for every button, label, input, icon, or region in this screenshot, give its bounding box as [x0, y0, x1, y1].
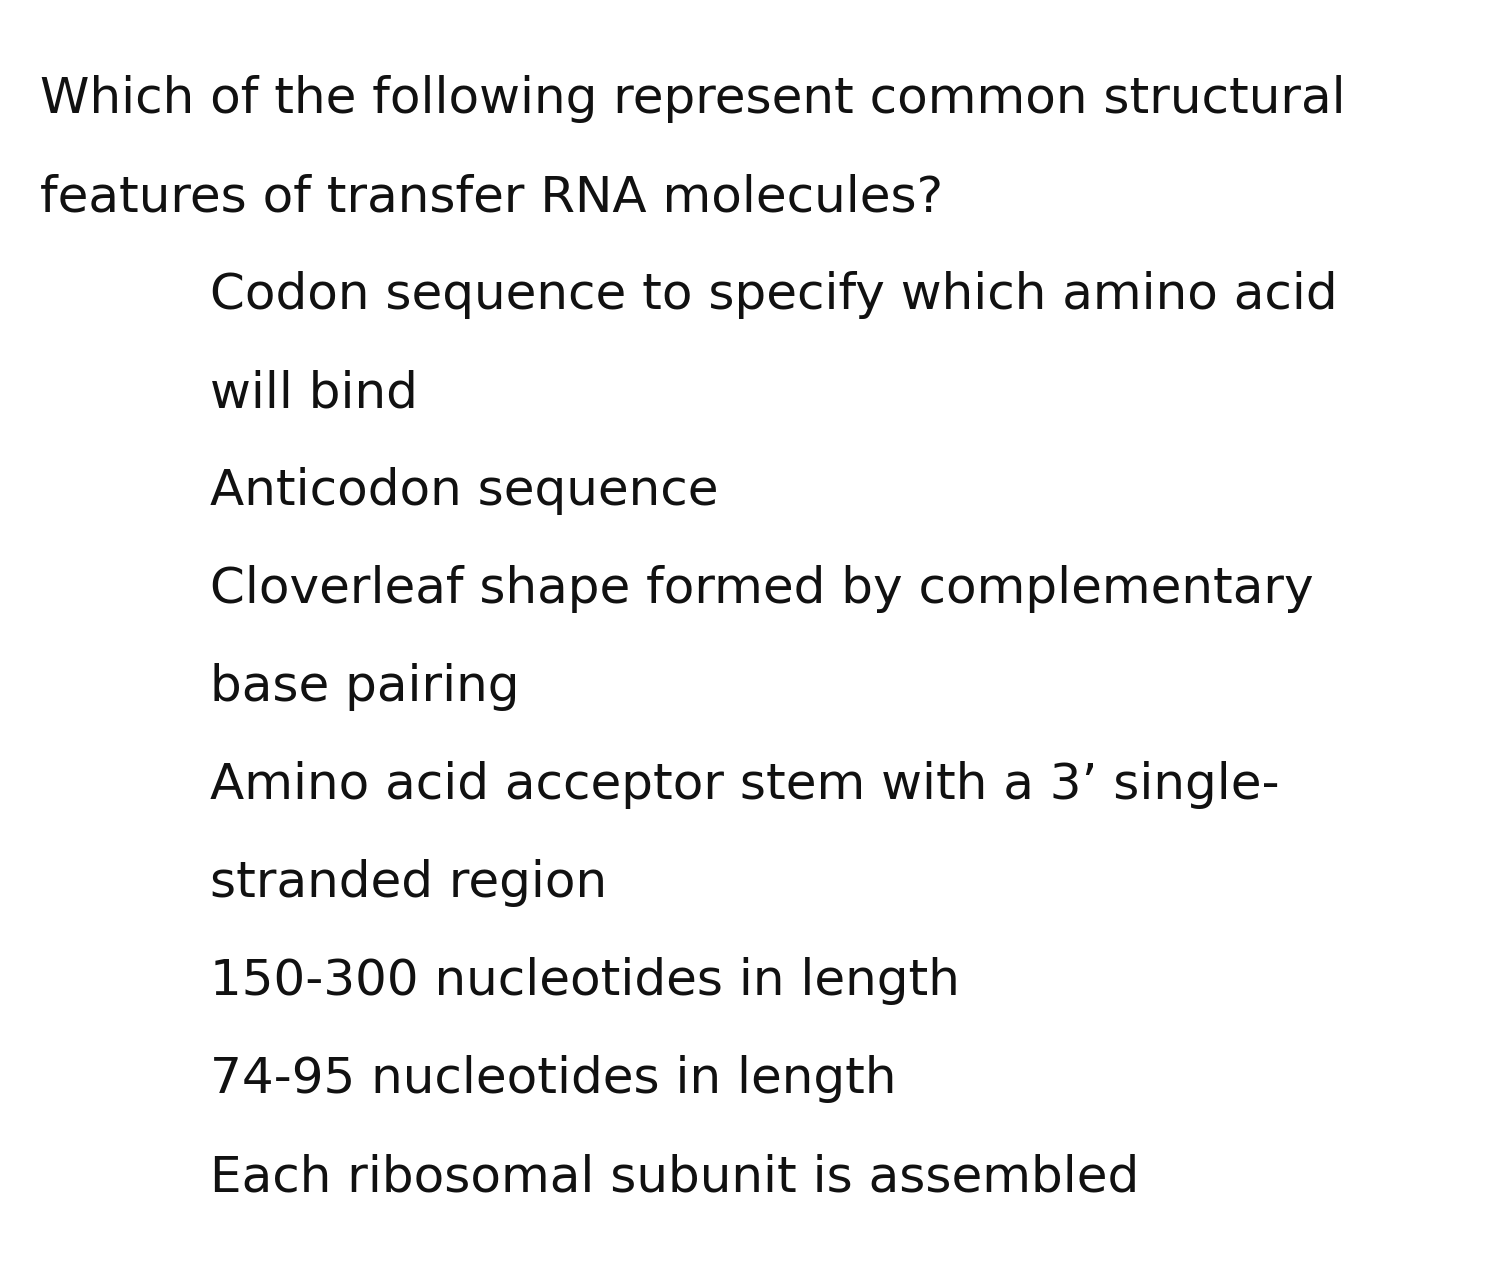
Text: Amino acid acceptor stem with a 3’ single-: Amino acid acceptor stem with a 3’ singl…: [210, 761, 1280, 809]
Text: Anticodon sequence: Anticodon sequence: [210, 467, 718, 515]
Text: Which of the following represent common structural: Which of the following represent common …: [40, 75, 1346, 123]
Text: stranded region: stranded region: [210, 859, 608, 907]
Text: 74-95 nucleotides in length: 74-95 nucleotides in length: [210, 1054, 897, 1103]
Text: 150-300 nucleotides in length: 150-300 nucleotides in length: [210, 957, 960, 1005]
Text: will bind: will bind: [210, 369, 419, 417]
Text: Cloverleaf shape formed by complementary: Cloverleaf shape formed by complementary: [210, 565, 1314, 613]
Text: base pairing: base pairing: [210, 663, 519, 711]
Text: Codon sequence to specify which amino acid: Codon sequence to specify which amino ac…: [210, 271, 1338, 319]
Text: Each ribosomal subunit is assembled: Each ribosomal subunit is assembled: [210, 1152, 1140, 1201]
Text: features of transfer RNA molecules?: features of transfer RNA molecules?: [40, 173, 944, 221]
